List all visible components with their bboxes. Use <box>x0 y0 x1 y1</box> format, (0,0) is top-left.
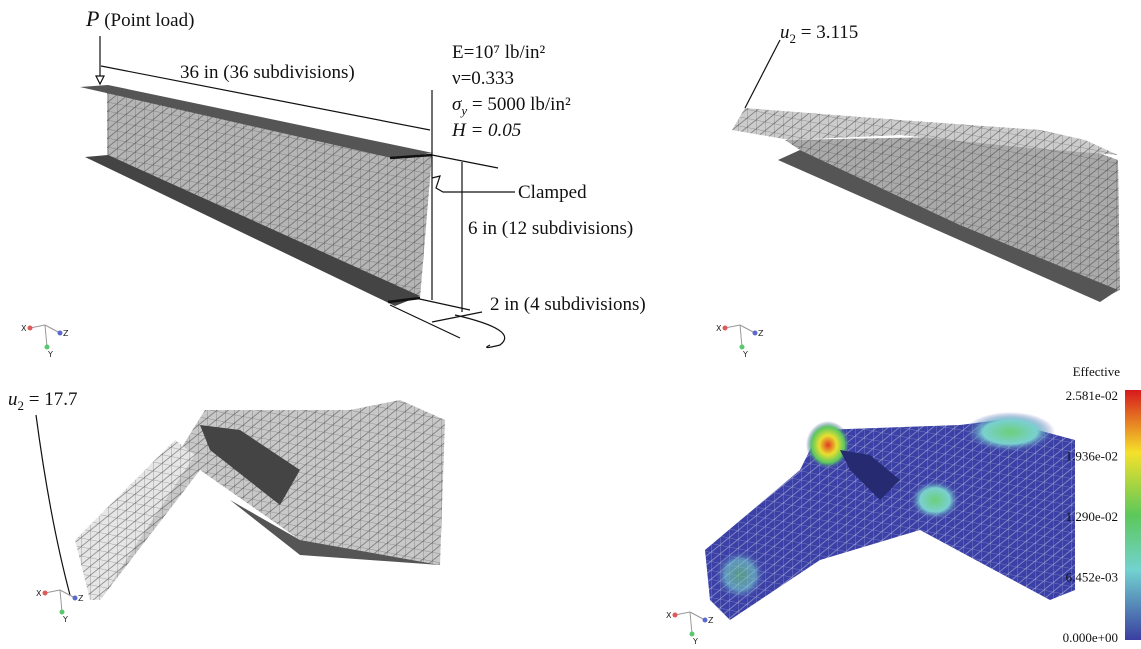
axis-label: Y <box>692 637 698 646</box>
axis-line <box>45 325 47 347</box>
figure: P (Point load) 36 in (36 subdivisions) E… <box>0 0 1141 649</box>
support-label: Clamped <box>518 182 587 203</box>
load-label: P (Point load) <box>85 6 194 31</box>
displacement-label: u2 = 3.115 <box>780 22 858 46</box>
colorbar-tick-label: 6.452e-03 <box>1066 570 1118 585</box>
beam-undeformed <box>80 85 433 306</box>
colorbar-tick-label: 2.581e-02 <box>1066 388 1118 403</box>
colorbar-ticks: 2.581e-02 1.936e-02 1.290e-02 6.452e-03 0.00… <box>1063 388 1118 645</box>
yield-label: σy = 5000 lb/in² <box>452 94 571 118</box>
length-label: 36 in (36 subdivisions) <box>180 62 355 83</box>
colorbar-title: Effective <box>1073 364 1121 379</box>
axis-label: Y <box>62 615 68 624</box>
axis-line <box>690 612 705 620</box>
hardening-label: H = 0.05 <box>451 120 521 141</box>
axis-dot <box>28 326 33 331</box>
axis-line <box>60 590 75 598</box>
width-label: 2 in (4 subdivisions) <box>490 294 646 315</box>
axis-dot <box>45 345 50 350</box>
axis-dot <box>690 632 695 637</box>
axis-label: Y <box>47 350 53 359</box>
axis-label: X <box>36 589 42 598</box>
axis-label: X <box>716 324 722 333</box>
axis-line <box>45 325 60 333</box>
axis-dot <box>73 596 78 601</box>
axis-label: Z <box>758 329 764 338</box>
axis-triad: X Z Y <box>21 324 69 359</box>
colorbar <box>1125 390 1141 640</box>
axis-dot <box>703 618 708 623</box>
axis-label: Z <box>63 329 69 338</box>
axis-dot <box>58 331 63 336</box>
axis-triad: X Z Y <box>36 589 84 624</box>
axis-line <box>740 325 742 347</box>
beam-deformed-small <box>732 40 1120 302</box>
axis-triad: X Z Y <box>716 324 764 359</box>
modulus-label: E=10⁷ lb/in² <box>452 42 546 63</box>
axis-line <box>60 590 62 612</box>
stress-contour <box>705 412 1075 620</box>
axis-label: X <box>666 611 672 620</box>
colorbar-tick-label: 1.290e-02 <box>1066 509 1118 524</box>
axis-line <box>740 325 755 333</box>
axis-dot <box>43 591 48 596</box>
axis-dot <box>673 613 678 618</box>
axis-label: X <box>21 324 27 333</box>
axis-dot <box>740 345 745 350</box>
displacement-label: u2 = 17.7 <box>8 389 77 413</box>
axis-triad: X Z Y <box>666 611 714 646</box>
axis-line <box>690 612 692 634</box>
axis-dot <box>753 331 758 336</box>
colorbar-tick-label: 0.000e+00 <box>1063 630 1118 645</box>
axis-label: Z <box>78 594 84 603</box>
colorbar-tick-label: 1.936e-02 <box>1066 449 1118 464</box>
poisson-label: ν=0.333 <box>452 68 514 89</box>
axis-label: Y <box>742 350 748 359</box>
axis-label: Z <box>708 616 714 625</box>
axis-dot <box>60 610 65 615</box>
axis-dot <box>723 326 728 331</box>
height-label: 6 in (12 subdivisions) <box>468 218 633 239</box>
beam-deformed-large <box>36 400 445 600</box>
